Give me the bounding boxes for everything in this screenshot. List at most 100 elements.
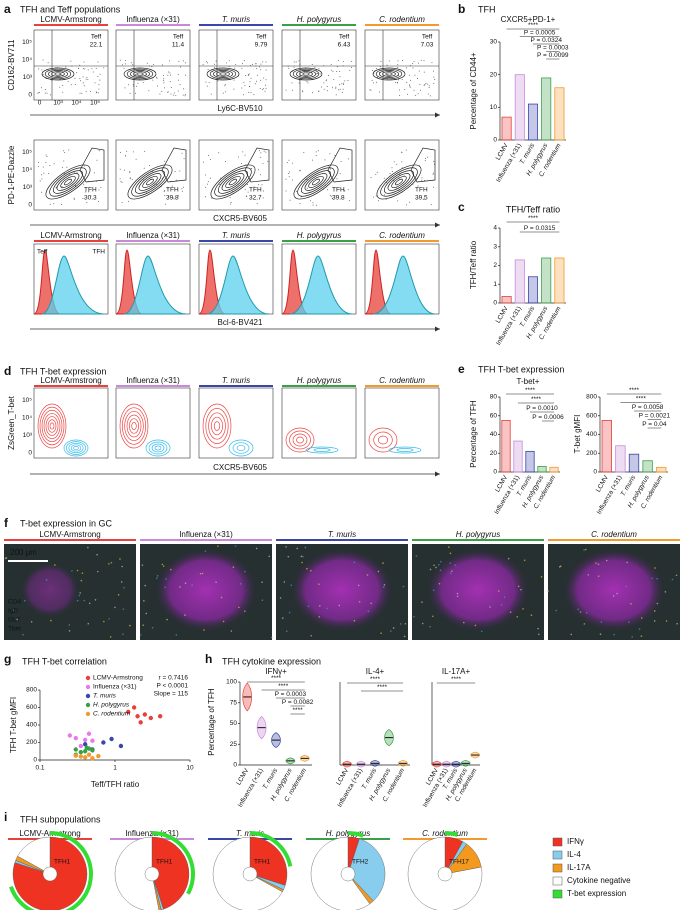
event-dot [339,70,341,72]
speckle [403,635,406,638]
gate [79,147,105,183]
event-dot [409,86,411,88]
contour [216,71,230,77]
event-dot [243,82,245,84]
event-dot [119,151,121,153]
event-dot [163,74,165,76]
event-dot [93,172,95,174]
event-dot [177,73,179,75]
event-dot [409,85,411,87]
speckle [156,575,159,577]
contour [372,67,406,81]
event-dot [61,203,63,205]
speckle [110,561,113,564]
speckle [87,622,90,625]
significance: **** [370,676,381,683]
speckle [71,570,73,572]
speckle [584,548,587,551]
legend-label: Cytokine negative [567,876,631,885]
event-dot [427,83,429,85]
event-dot [349,69,351,71]
speckle [456,595,459,598]
event-dot [342,61,344,63]
speckle [380,632,382,635]
y-tick-label: 80 [490,394,498,401]
event-dot [159,93,161,95]
bar [527,276,539,304]
event-dot [293,61,295,63]
event-dot [302,91,304,93]
chart-subtitle: IL-4+ [366,667,385,676]
point [82,737,88,743]
speckle [68,630,71,632]
event-dot [246,183,248,185]
event-dot [169,81,171,83]
event-dot [44,92,46,94]
event-dot [288,159,290,161]
event-dot [379,91,381,93]
event-dot [59,86,61,88]
bar [541,257,552,304]
legend-swatch [85,702,91,708]
event-dot [315,204,317,206]
event-dot [82,76,84,78]
center-label: TFH1 [156,859,173,866]
gate-value: 39.5 [415,195,428,202]
event-dot [291,179,293,181]
arrow-head [435,471,440,477]
event-dot [318,68,320,70]
speckle [656,602,659,605]
event-dot [371,79,373,81]
speckle [392,627,395,629]
speckle [432,589,435,591]
event-dot [245,75,247,77]
significance: P = 0.0324 [530,37,562,44]
event-dot [45,161,47,163]
event-dot [379,66,381,68]
event-dot [263,190,265,192]
event-dot [319,73,321,75]
speckle [318,616,321,618]
event-dot [126,150,128,152]
event-dot [256,203,258,205]
event-dot [53,163,55,165]
event-dot [206,85,208,87]
event-dot [344,80,346,82]
contour [133,71,147,77]
speckle [139,634,142,636]
event-dot [87,69,89,71]
panel-label: f [4,516,9,530]
event-dot [183,158,185,160]
event-dot [348,200,350,202]
speckle [489,606,491,608]
event-dot [46,156,48,158]
panel-label: c [458,200,465,214]
event-dot [339,88,341,90]
speckle [454,564,456,566]
significance: P = 0.0003 [275,691,307,698]
contour [51,71,65,77]
contour [148,441,168,455]
contour [376,164,422,200]
event-dot [321,86,323,88]
event-dot [185,62,187,64]
event-dot [391,171,393,173]
event-dot [169,60,171,62]
event-dot [165,203,167,205]
event-dot [205,174,207,176]
event-dot [399,94,401,96]
event-dot [295,190,297,192]
event-dot [430,204,432,206]
y-axis-label: CD162-BV711 [7,39,16,91]
event-dot [178,195,180,197]
speckle [653,610,656,612]
significance: **** [278,683,289,690]
panel-title: T-bet expression in GC [20,518,113,528]
event-dot [73,197,75,199]
event-dot [244,85,246,87]
speckle [326,607,328,610]
event-dot [43,172,45,174]
speckle [463,621,465,624]
speckle [301,561,303,564]
event-dot [286,162,288,164]
